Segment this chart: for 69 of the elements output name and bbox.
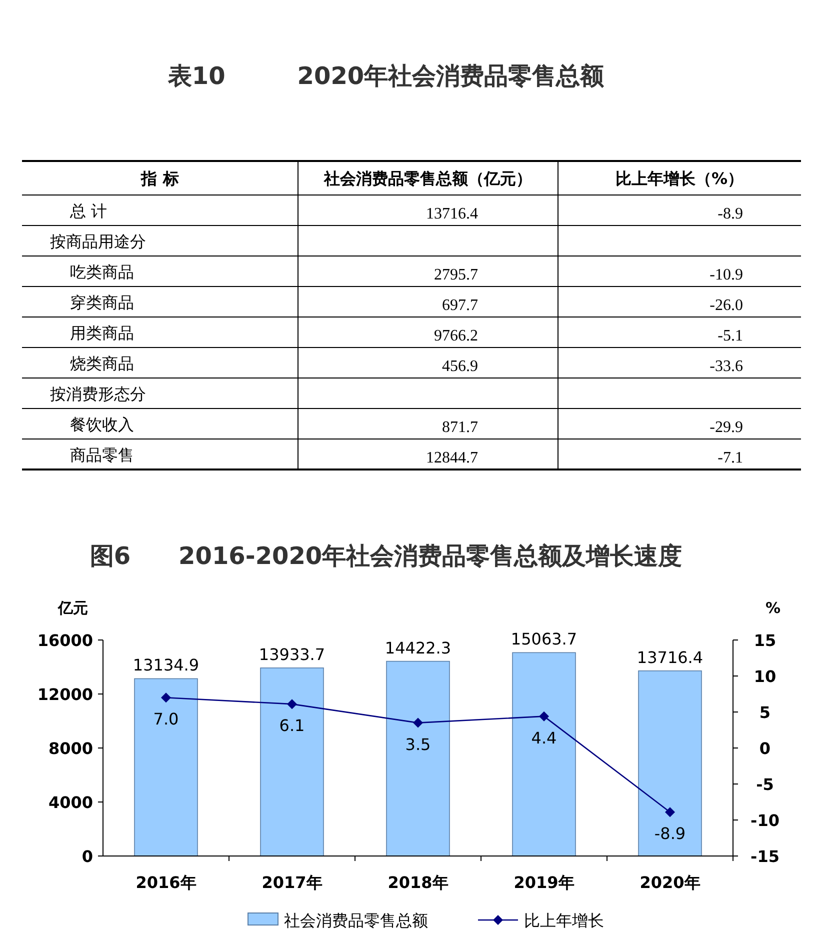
y-axis-title: 亿元 <box>57 599 88 617</box>
category-label: 餐饮收入 <box>70 414 134 434</box>
point <box>287 699 297 710</box>
text: 9766.2 <box>434 327 478 344</box>
category-label: 商品零售 <box>70 445 134 464</box>
category-label: 总 计 <box>70 201 108 220</box>
y2-tick-label: -10 <box>750 811 780 830</box>
bar <box>638 670 702 856</box>
text: 456.9 <box>442 358 478 375</box>
text: 697.7 <box>442 296 478 314</box>
category-label: 吃类商品 <box>70 262 134 282</box>
y-tick-label: 0 <box>82 847 93 866</box>
text: 表10 2020年社会消费品零售总额 <box>166 62 606 90</box>
text: -7.1 <box>718 449 743 466</box>
bar <box>386 660 450 856</box>
y-tick-label: 4000 <box>48 793 93 812</box>
chart-title: 图6 2016-2020年社会消费品零售总额及增长速度 <box>90 542 682 570</box>
text: 13716.4 <box>426 205 478 222</box>
y2-tick-label: 15 <box>754 631 776 650</box>
category-label: 穿类商品 <box>70 292 134 312</box>
y-tick-label: 8000 <box>48 739 93 758</box>
y2-tick-label: -15 <box>750 847 780 866</box>
category-label: 烧类商品 <box>70 354 134 373</box>
category-label: 按消费形态分 <box>50 384 146 404</box>
data-label: 3.5 <box>405 734 431 754</box>
x-tick-label: 2018年 <box>388 873 448 892</box>
data-label: 13933.7 <box>258 644 326 664</box>
legend-label: 社会消费品零售总额 <box>284 911 428 930</box>
y2-tick-label: 0 <box>759 739 771 758</box>
category-label: 指 标 <box>140 169 179 188</box>
y2-tick-label: 10 <box>754 667 776 686</box>
point <box>161 692 171 703</box>
bar <box>260 667 324 856</box>
legend-label: 比上年增长 <box>524 911 604 930</box>
y2-tick-label: -5 <box>756 775 774 794</box>
text: -5.1 <box>718 327 743 344</box>
x-tick-label: 2019年 <box>514 873 574 892</box>
y2-tick-label: 5 <box>759 703 771 722</box>
data-label: 13134.9 <box>132 656 200 675</box>
category-label: 比上年增长（%） <box>615 169 744 188</box>
bar <box>512 652 576 856</box>
data-label: 14422.3 <box>384 638 452 658</box>
y2-axis-title: % <box>765 599 781 617</box>
bar <box>134 678 198 856</box>
y-tick-label: 12000 <box>37 685 93 704</box>
x-tick-label: 2017年 <box>262 873 322 892</box>
text: -33.6 <box>710 358 743 375</box>
data-label: 13716.4 <box>636 648 704 667</box>
data-label: 6.1 <box>279 716 305 736</box>
text: -8.9 <box>718 205 743 222</box>
point <box>665 807 675 818</box>
y-tick-label: 16000 <box>37 631 93 650</box>
text: 2795.7 <box>434 266 478 284</box>
x-tick-label: 2016年 <box>136 873 196 892</box>
text: 12844.7 <box>426 449 478 466</box>
category-label: 按商品用途分 <box>50 232 146 251</box>
data-label: -8.9 <box>654 824 686 844</box>
category-label: 用类商品 <box>70 323 134 342</box>
text: -29.9 <box>710 418 743 436</box>
point <box>413 718 423 728</box>
text: -10.9 <box>710 266 743 284</box>
point <box>539 711 549 722</box>
text: 871.7 <box>442 418 478 436</box>
category-label: 社会消费品零售总额（亿元） <box>323 169 532 188</box>
text: -26.0 <box>710 296 743 314</box>
data-label: 4.4 <box>531 728 557 748</box>
data-label: 15063.7 <box>510 630 578 649</box>
data-label: 7.0 <box>153 710 179 729</box>
x-tick-label: 2020年 <box>640 873 700 892</box>
